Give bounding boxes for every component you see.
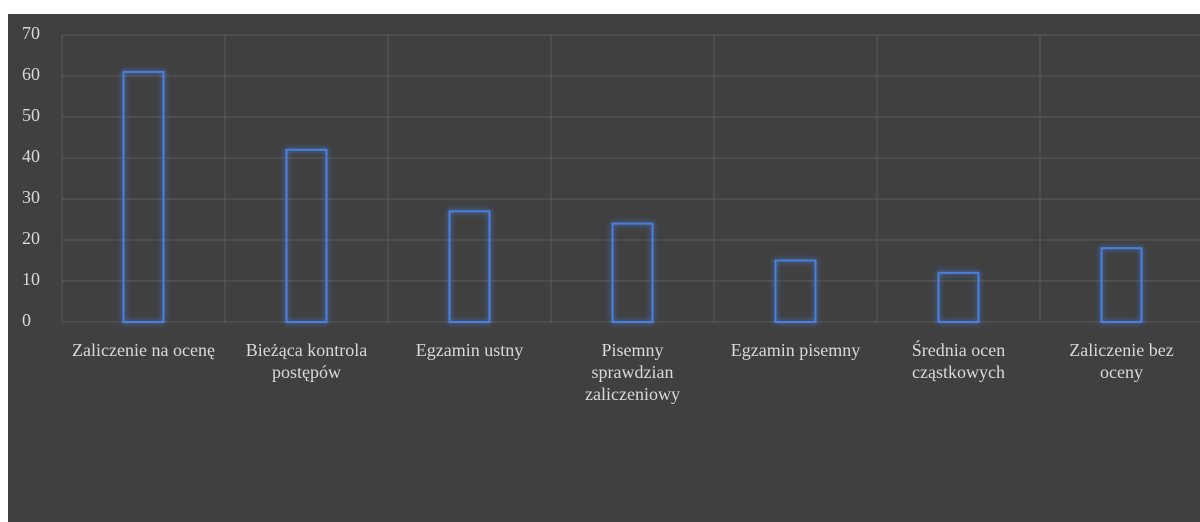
x-tick-label: Bieżąca kontrola postępów	[246, 340, 367, 382]
bar	[285, 148, 328, 323]
y-tick-label: 40	[22, 146, 40, 166]
y-tick-label: 20	[22, 228, 40, 248]
y-tick-label: 10	[22, 269, 40, 289]
chart-background	[8, 14, 1200, 522]
y-tick-label: 60	[22, 64, 40, 84]
x-tick-label: Egzamin pisemny	[731, 340, 860, 360]
x-tick-label: Średnia ocen cząstkowych	[912, 339, 1005, 382]
bar	[122, 70, 165, 324]
x-tick-label: Pisemny sprawdzian zaliczeniowy	[585, 340, 680, 404]
y-tick-label: 50	[22, 105, 40, 125]
bar	[1100, 247, 1143, 323]
y-tick-label: 70	[22, 23, 40, 43]
x-tick-label: Zaliczenie na ocenę	[72, 340, 215, 360]
bar	[448, 210, 491, 323]
bar	[937, 271, 980, 323]
x-tick-label: Egzamin ustny	[416, 340, 523, 360]
y-tick-label: 0	[22, 310, 31, 330]
x-tick-label: Zaliczenie bez oceny	[1069, 340, 1173, 382]
bar	[774, 259, 817, 323]
bar	[611, 222, 654, 324]
y-tick-label: 30	[22, 187, 40, 207]
